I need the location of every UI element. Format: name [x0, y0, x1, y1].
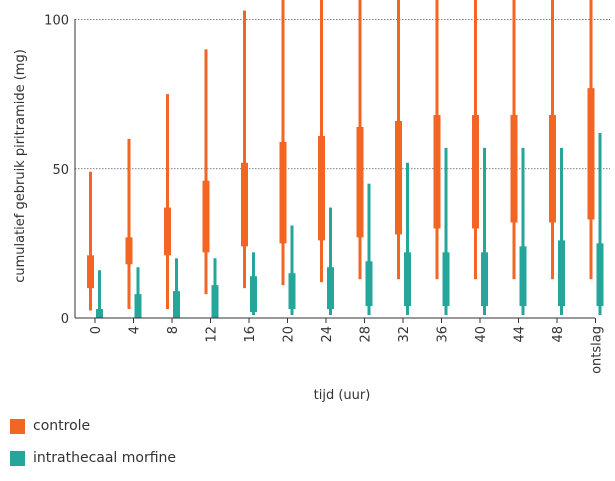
box-controle	[587, 88, 595, 220]
x-tick-label: 32	[397, 326, 412, 343]
legend-swatch-controle	[10, 418, 25, 434]
whisker-intrathecaal-morfine	[175, 258, 178, 318]
box-intrathecaal-morfine	[327, 267, 334, 310]
box-intrathecaal-morfine	[365, 261, 373, 307]
legend-item-intrathecaal-morfine: intrathecaal morfine	[10, 449, 176, 467]
whisker-controle	[89, 171, 92, 311]
whisker-intrathecaal-morfine	[290, 225, 294, 316]
box-intrathecaal-morfine	[211, 285, 219, 318]
box-intrathecaal-morfine	[288, 273, 296, 310]
box-intrathecaal-morfine	[173, 291, 180, 318]
y-axis-label: cumulatief gebruik piritramide (mg)	[13, 49, 28, 283]
box-controle	[395, 120, 402, 235]
x-tick-label: 8	[166, 326, 181, 334]
x-tick-label: 44	[513, 326, 528, 343]
y-tick-label: 50	[52, 163, 69, 178]
box-controle	[164, 207, 171, 256]
whisker-intrathecaal-morfine	[598, 132, 602, 316]
legend-swatch-intrathecaal-morfine	[10, 450, 25, 466]
box-controle	[549, 115, 556, 223]
box-controle	[318, 135, 325, 241]
whisker-controle	[166, 94, 169, 310]
gridlines	[75, 19, 610, 170]
x-tick-label: 20	[282, 326, 297, 343]
y-tick-label: 0	[61, 312, 69, 327]
x-tick-label: ontslag	[590, 326, 605, 374]
whisker-intrathecaal-morfine	[329, 207, 332, 316]
x-axis-label: tijd (uur)	[314, 388, 371, 403]
legend-label-intrathecaal-morfine: intrathecaal morfine	[33, 450, 177, 466]
box-elements	[87, 0, 604, 318]
whisker-intrathecaal-morfine	[521, 147, 525, 316]
x-tick-label: 12	[205, 326, 220, 343]
box-controle	[125, 237, 133, 265]
box-intrathecaal-morfine	[481, 252, 488, 307]
whisker-controle	[127, 138, 131, 310]
x-tick-label: 4	[128, 326, 143, 334]
box-intrathecaal-morfine	[596, 243, 604, 307]
box-controle	[433, 115, 441, 229]
whisker-intrathecaal-morfine	[444, 147, 448, 316]
legend: controle intrathecaal morfine	[10, 417, 176, 481]
x-tick-label: 40	[474, 326, 489, 343]
box-intrathecaal-morfine	[442, 252, 450, 307]
whisker-intrathecaal-morfine	[98, 270, 101, 318]
x-tick-label: 0	[89, 326, 104, 334]
box-controle	[510, 115, 518, 223]
legend-label-controle: controle	[33, 418, 91, 434]
box-controle	[279, 141, 287, 244]
y-tick-label: 100	[44, 14, 69, 29]
box-controle	[241, 162, 248, 247]
box-intrathecaal-morfine	[558, 240, 565, 307]
whisker-intrathecaal-morfine	[483, 147, 486, 316]
x-tick-label: 36	[436, 326, 451, 343]
x-tick-label: 16	[243, 326, 258, 343]
whisker-controle	[243, 10, 246, 289]
box-controle	[87, 255, 94, 289]
box-intrathecaal-morfine	[250, 276, 257, 313]
whisker-intrathecaal-morfine	[136, 267, 140, 318]
whisker-intrathecaal-morfine	[406, 162, 409, 316]
box-intrathecaal-morfine	[134, 294, 142, 318]
x-tick-label: 24	[320, 326, 335, 343]
whisker-intrathecaal-morfine	[560, 147, 563, 316]
box-intrathecaal-morfine	[519, 246, 527, 307]
box-controle	[202, 180, 210, 253]
box-intrathecaal-morfine	[96, 309, 103, 318]
whisker-controle	[204, 49, 208, 295]
legend-item-controle: controle	[10, 417, 176, 435]
axes	[74, 19, 596, 323]
box-controle	[356, 126, 364, 238]
x-tick-label: 28	[359, 326, 374, 343]
whisker-intrathecaal-morfine	[367, 183, 371, 316]
x-tick-label: 48	[551, 326, 566, 343]
box-controle	[472, 115, 479, 229]
box-intrathecaal-morfine	[404, 252, 411, 307]
